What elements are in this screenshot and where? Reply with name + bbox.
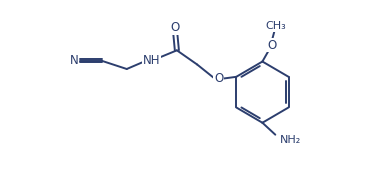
- Text: NH: NH: [143, 54, 161, 67]
- Text: O: O: [267, 39, 276, 52]
- Text: CH₃: CH₃: [265, 21, 286, 31]
- Text: NH₂: NH₂: [280, 135, 301, 145]
- Text: O: O: [171, 21, 180, 34]
- Text: O: O: [214, 72, 223, 85]
- Text: N: N: [70, 54, 78, 67]
